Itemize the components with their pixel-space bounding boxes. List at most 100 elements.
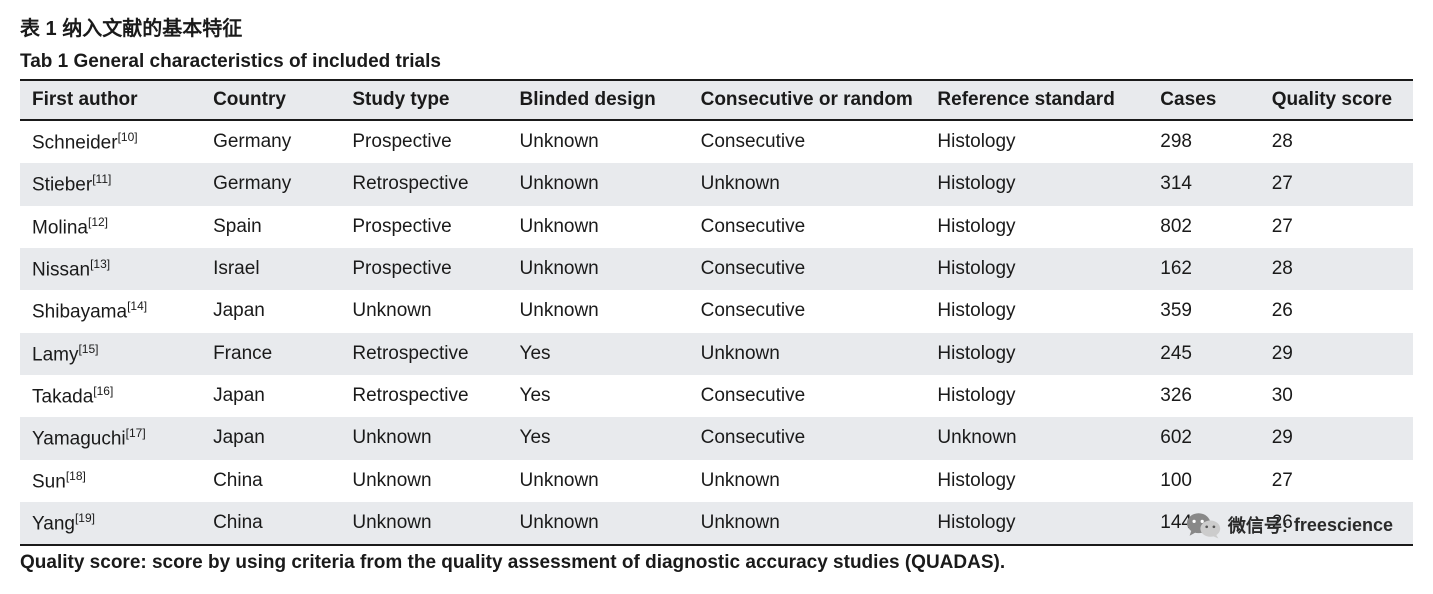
cell-study-type: Unknown [340, 417, 507, 459]
cell-country: France [201, 333, 340, 375]
cell-blinded: Unknown [508, 248, 689, 290]
table-row: Yamaguchi[17]JapanUnknownYesConsecutiveU… [20, 417, 1413, 459]
cell-blinded: Yes [508, 333, 689, 375]
cell-blinded: Unknown [508, 163, 689, 205]
trials-table: First author Country Study type Blinded … [20, 79, 1413, 546]
cell-blinded: Unknown [508, 206, 689, 248]
cell-reference-standard: Histology [925, 375, 1148, 417]
col-header-blinded: Blinded design [508, 80, 689, 120]
cell-author: Schneider[10] [20, 120, 201, 163]
cell-cases: 602 [1148, 417, 1259, 459]
cell-country: Japan [201, 417, 340, 459]
cell-cases: 245 [1148, 333, 1259, 375]
cell-country: China [201, 502, 340, 545]
cell-cases: 802 [1148, 206, 1259, 248]
cell-quality: 29 [1260, 333, 1413, 375]
cell-quality: 30 [1260, 375, 1413, 417]
cell-study-type: Prospective [340, 248, 507, 290]
cell-reference-standard: Histology [925, 290, 1148, 332]
cell-cases: 314 [1148, 163, 1259, 205]
cell-author: Shibayama[14] [20, 290, 201, 332]
cell-consecutive: Consecutive [689, 206, 926, 248]
cell-country: Spain [201, 206, 340, 248]
table-row: Shibayama[14]JapanUnknownUnknownConsecut… [20, 290, 1413, 332]
cell-author: Lamy[15] [20, 333, 201, 375]
cell-blinded: Yes [508, 375, 689, 417]
cell-study-type: Prospective [340, 206, 507, 248]
table-header-row: First author Country Study type Blinded … [20, 80, 1413, 120]
wechat-icon [1186, 510, 1222, 540]
cell-quality: 27 [1260, 163, 1413, 205]
cell-author: Yamaguchi[17] [20, 417, 201, 459]
cell-blinded: Unknown [508, 290, 689, 332]
cell-country: Germany [201, 120, 340, 163]
col-header-cases: Cases [1148, 80, 1259, 120]
cell-consecutive: Consecutive [689, 120, 926, 163]
cell-consecutive: Unknown [689, 460, 926, 502]
watermark-label: 微信号: [1228, 512, 1288, 538]
wechat-watermark: 微信号: freescience [1186, 510, 1393, 540]
cell-quality: 28 [1260, 248, 1413, 290]
cell-country: Israel [201, 248, 340, 290]
col-header-author: First author [20, 80, 201, 120]
cell-consecutive: Consecutive [689, 375, 926, 417]
col-header-study-type: Study type [340, 80, 507, 120]
cell-blinded: Unknown [508, 120, 689, 163]
cell-author: Molina[12] [20, 206, 201, 248]
cell-cases: 326 [1148, 375, 1259, 417]
cell-author: Stieber[11] [20, 163, 201, 205]
table-title-english: Tab 1 General characteristics of include… [20, 51, 1413, 73]
cell-cases: 298 [1148, 120, 1259, 163]
cell-quality: 28 [1260, 120, 1413, 163]
cell-country: Japan [201, 290, 340, 332]
cell-cases: 100 [1148, 460, 1259, 502]
cell-study-type: Unknown [340, 290, 507, 332]
cell-blinded: Yes [508, 417, 689, 459]
table-row: Takada[16]JapanRetrospectiveYesConsecuti… [20, 375, 1413, 417]
cell-study-type: Unknown [340, 502, 507, 545]
col-header-reference: Reference standard [925, 80, 1148, 120]
cell-cases: 359 [1148, 290, 1259, 332]
cell-reference-standard: Histology [925, 248, 1148, 290]
cell-consecutive: Consecutive [689, 248, 926, 290]
table-row: Stieber[11]GermanyRetrospectiveUnknownUn… [20, 163, 1413, 205]
table-row: Sun[18]ChinaUnknownUnknownUnknownHistolo… [20, 460, 1413, 502]
cell-consecutive: Unknown [689, 502, 926, 545]
cell-reference-standard: Unknown [925, 417, 1148, 459]
cell-consecutive: Consecutive [689, 417, 926, 459]
cell-study-type: Retrospective [340, 375, 507, 417]
col-header-quality: Quality score [1260, 80, 1413, 120]
cell-author: Nissan[13] [20, 248, 201, 290]
table-row: Molina[12]SpainProspectiveUnknownConsecu… [20, 206, 1413, 248]
cell-quality: 29 [1260, 417, 1413, 459]
cell-reference-standard: Histology [925, 502, 1148, 545]
table-title-chinese: 表 1 纳入文献的基本特征 [20, 12, 1413, 41]
cell-study-type: Retrospective [340, 333, 507, 375]
cell-quality: 27 [1260, 460, 1413, 502]
cell-reference-standard: Histology [925, 333, 1148, 375]
cell-study-type: Unknown [340, 460, 507, 502]
watermark-value: freescience [1294, 515, 1393, 536]
cell-blinded: Unknown [508, 460, 689, 502]
cell-cases: 162 [1148, 248, 1259, 290]
cell-author: Takada[16] [20, 375, 201, 417]
cell-quality: 26 [1260, 290, 1413, 332]
cell-study-type: Prospective [340, 120, 507, 163]
col-header-consecutive: Consecutive or random [689, 80, 926, 120]
table-row: Lamy[15]FranceRetrospectiveYesUnknownHis… [20, 333, 1413, 375]
cell-country: Germany [201, 163, 340, 205]
cell-consecutive: Consecutive [689, 290, 926, 332]
cell-consecutive: Unknown [689, 333, 926, 375]
cell-study-type: Retrospective [340, 163, 507, 205]
cell-reference-standard: Histology [925, 120, 1148, 163]
cell-consecutive: Unknown [689, 163, 926, 205]
col-header-country: Country [201, 80, 340, 120]
cell-reference-standard: Histology [925, 460, 1148, 502]
cell-reference-standard: Histology [925, 206, 1148, 248]
table-row: Nissan[13]IsraelProspectiveUnknownConsec… [20, 248, 1413, 290]
cell-reference-standard: Histology [925, 163, 1148, 205]
cell-blinded: Unknown [508, 502, 689, 545]
cell-country: China [201, 460, 340, 502]
cell-quality: 27 [1260, 206, 1413, 248]
table-footnote: Quality score: score by using criteria f… [20, 552, 1413, 574]
